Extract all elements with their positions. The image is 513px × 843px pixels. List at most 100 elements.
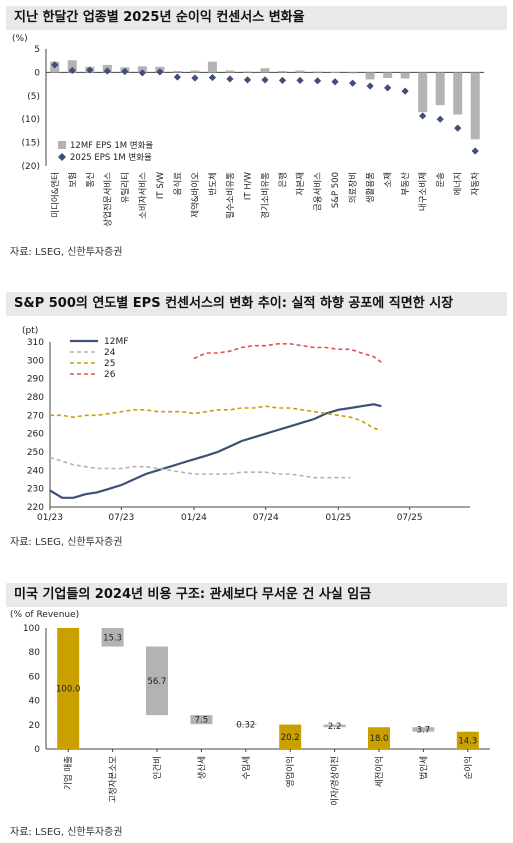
data-label-5: 20.2 [281, 733, 300, 743]
category-label-0: 미디어&엔터 [50, 172, 61, 218]
y-tick-label: 270 [27, 411, 44, 421]
bar-4 [234, 724, 257, 725]
chart-title: S&P 500의 연도별 EPS 컨센서스의 변화 추이: 실적 하향 공포에 … [6, 292, 507, 316]
x-tick-label: 07/25 [397, 513, 423, 523]
y-tick-label: 250 [27, 448, 44, 458]
sector-eps-chart: (%) 5 0 (5) (10) (15) (20) 미디어&엔터 보험 통신 상업전문서비스 유틸리… [12, 34, 484, 227]
marker-21 [419, 112, 427, 120]
legend-label-12MF: 12MF [104, 337, 128, 347]
data-label-3: 7.5 [195, 716, 209, 726]
data-label-8: 3.7 [417, 725, 431, 735]
data-label-0: 100.0 [56, 685, 80, 695]
bar-0 [57, 628, 80, 749]
y-tick-label: 300 [27, 356, 44, 366]
category-label-15: 금융서비스 [314, 172, 324, 211]
marker-22 [436, 115, 444, 123]
marker-4 [121, 67, 129, 76]
bar-18 [365, 72, 375, 80]
data-label-6: 2.2 [328, 722, 342, 732]
category-label-12: 경기소비유통 [260, 172, 271, 219]
bar-1 [67, 60, 77, 73]
category-label-10: 필수소비유통 [225, 172, 236, 219]
category-label-21: 내구소비재 [419, 172, 429, 211]
category-label-16: S&P 500 [331, 172, 341, 208]
bar-20 [400, 72, 410, 79]
category-label-5: 소비자서비스 [138, 172, 148, 219]
y-tick-label: 240 [27, 466, 44, 476]
y-tick-label: (10) [22, 115, 40, 125]
marker-13 [278, 76, 287, 84]
data-label-2: 56.7 [148, 677, 167, 687]
bar-9 [207, 61, 217, 73]
bar-15 [313, 71, 323, 73]
bar-22 [435, 72, 445, 106]
y-unit-label: (pt) [22, 326, 38, 336]
marker-8 [191, 74, 199, 82]
category-label-8: 제약&바이오 [190, 172, 201, 218]
legend-swatch-bar [58, 141, 66, 149]
marker-24 [471, 147, 479, 155]
marker-18 [366, 82, 374, 90]
bar-19 [383, 72, 393, 79]
legend-label-24: 24 [104, 348, 116, 358]
series-line-24 [49, 456, 351, 479]
marker-3 [103, 67, 111, 75]
bar-24 [470, 72, 480, 140]
y-tick-label: (5) [27, 92, 40, 102]
category-label-1: 보험 [68, 172, 78, 188]
category-label-3: 상업전문서비스 [102, 172, 113, 227]
cost-structure-waterfall-chart: (% of Revenue) 100 80 60 40 20 0 100.0 기업 매출 15.3… [10, 610, 490, 806]
source-note: 자료: LSEG, 신한투자증권 [10, 827, 123, 838]
y-tick-label: 100 [23, 624, 40, 634]
legend-label-26: 26 [104, 370, 116, 380]
category-label-8: 법인세 [418, 756, 429, 779]
bar-8 [190, 70, 200, 73]
category-label-22: 운송 [436, 172, 446, 188]
y-tick-label: 280 [27, 393, 44, 403]
y-tick-label: (20) [22, 162, 40, 172]
y-tick-label: 60 [29, 672, 41, 682]
y-tick-label: 230 [27, 485, 44, 495]
bar-16 [330, 71, 340, 73]
bar-21 [418, 72, 428, 113]
y-tick-label: 290 [27, 375, 44, 385]
marker-20 [401, 87, 409, 95]
category-label-7: 음식료 [173, 172, 183, 196]
y-tick-label: 20 [29, 721, 41, 731]
category-label-11: IT H/W [243, 171, 253, 200]
legend-label-marker: 2025 EPS 1M 변화율 [70, 152, 152, 163]
category-label-17: 의료장비 [348, 172, 359, 203]
bar-23 [453, 72, 463, 115]
series-line-26 [193, 342, 382, 363]
marker-19 [384, 84, 392, 92]
bar-5 [279, 724, 302, 749]
marker-15 [313, 77, 322, 85]
series-line-12MF [49, 403, 382, 499]
bar-7 [172, 70, 182, 73]
marker-17 [349, 79, 357, 87]
y-tick-label: 310 [27, 338, 44, 348]
chart-title: 지난 한달간 업종별 2025년 순이익 컨센서스 변화율 [6, 6, 507, 30]
bar-12 [260, 68, 270, 73]
panel-sp500-eps-trend: S&P 500의 연도별 EPS 컨센서스의 변화 추이: 실적 하향 공포에 … [0, 290, 513, 565]
y-tick-label: 0 [34, 68, 40, 78]
bar-10 [225, 70, 235, 73]
y-tick-label: (15) [22, 139, 40, 149]
bar-11 [242, 71, 252, 73]
marker-12 [261, 76, 269, 84]
marker-14 [296, 76, 304, 84]
category-label-9: 순이익 [463, 756, 474, 779]
category-label-2: 통신 [86, 172, 96, 188]
category-label-24: 자동차 [471, 172, 481, 196]
data-label-7: 18.0 [370, 734, 389, 744]
bar-1 [101, 628, 124, 647]
x-tick-label: 07/24 [253, 513, 279, 523]
x-tick-label: 07/23 [108, 513, 134, 523]
y-unit-label: (% of Revenue) [10, 610, 79, 620]
marker-16 [331, 78, 339, 86]
y-tick-label: 5 [34, 45, 40, 55]
bar-13 [278, 70, 288, 73]
legend-label-bar: 12MF EPS 1M 변화율 [70, 140, 153, 151]
category-label-20: 부동산 [400, 172, 411, 196]
